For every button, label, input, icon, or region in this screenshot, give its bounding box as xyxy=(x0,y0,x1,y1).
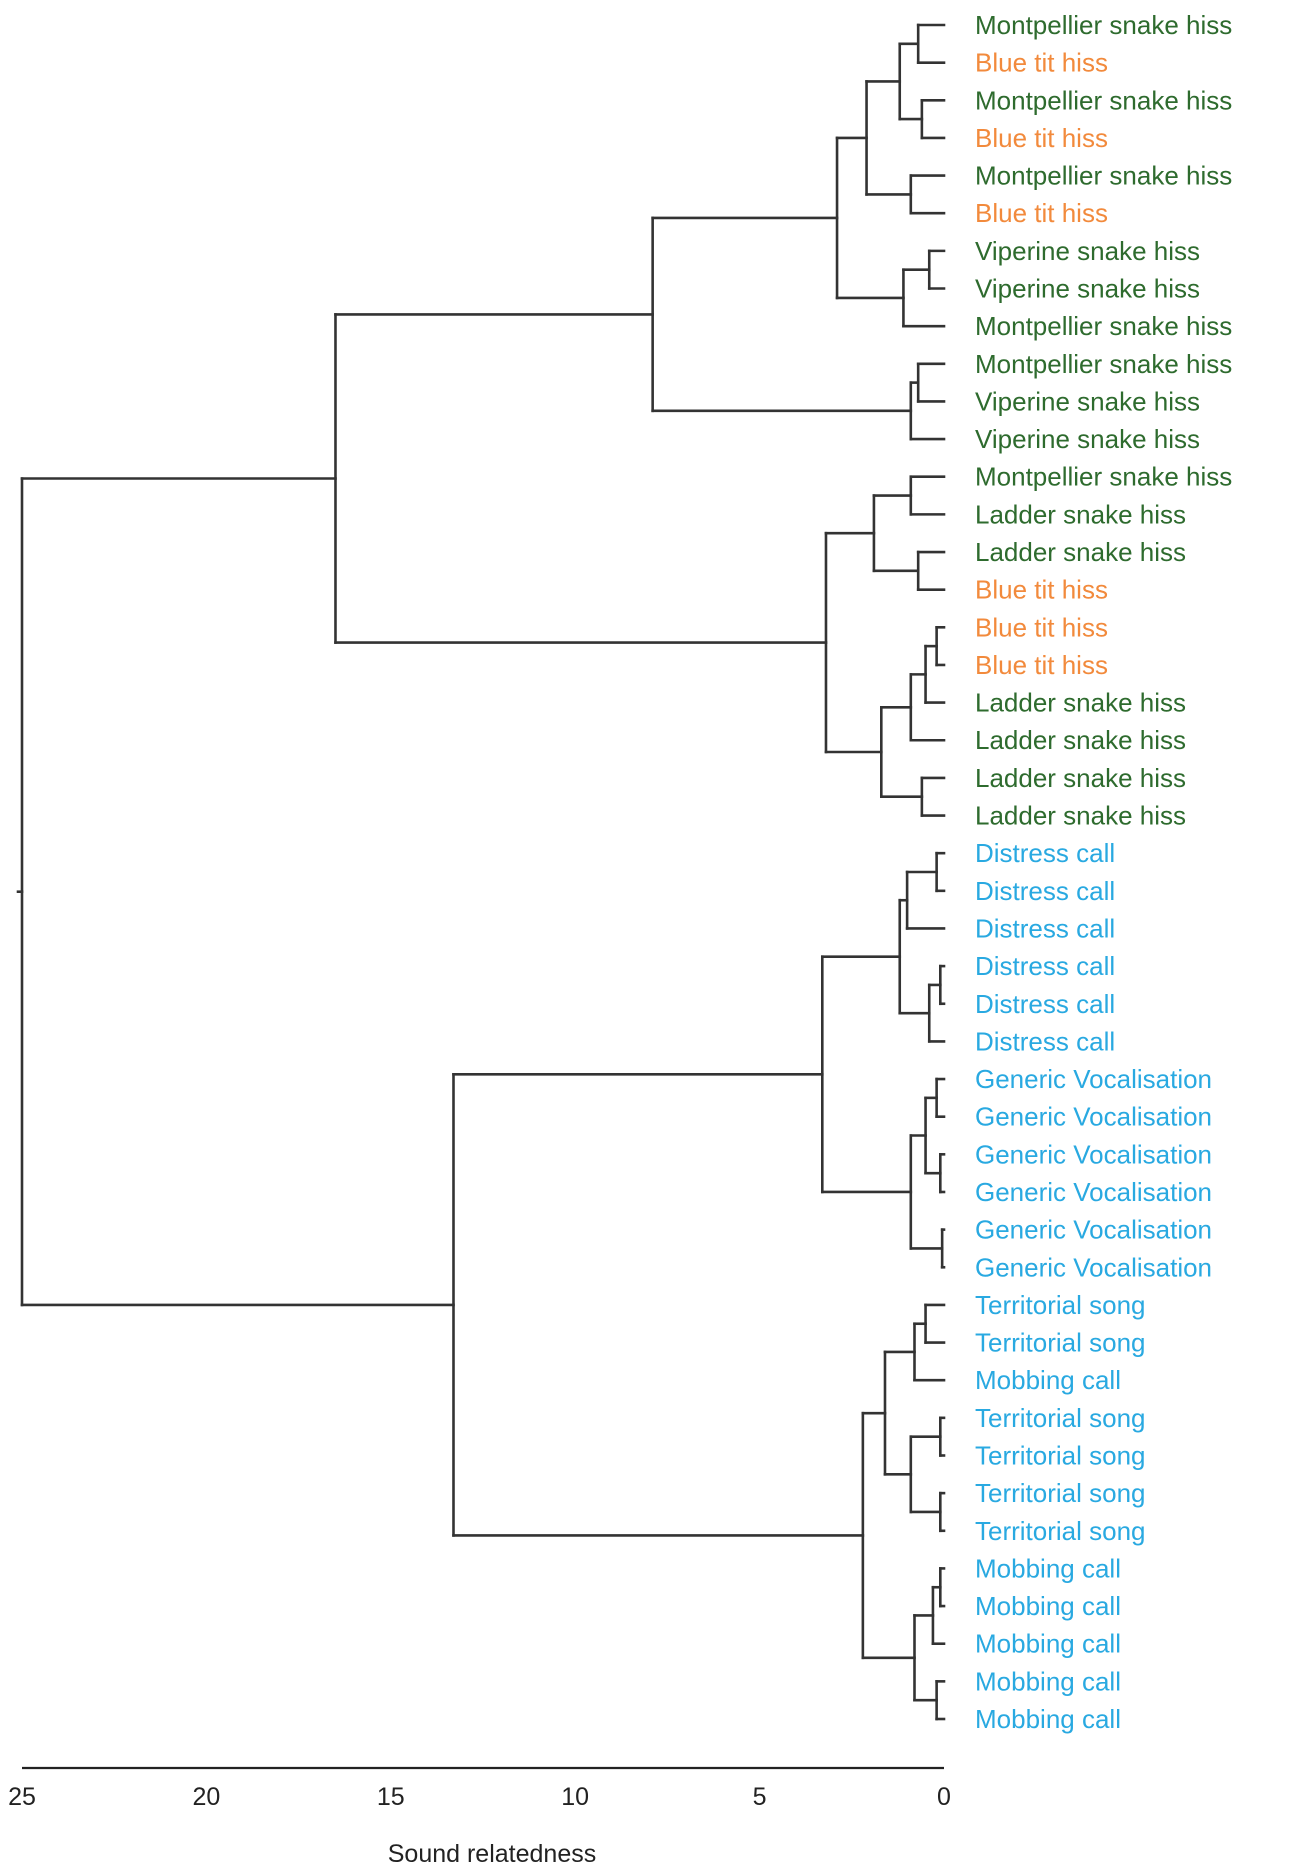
leaf-label: Ladder snake hiss xyxy=(975,801,1186,831)
x-tick-label: 25 xyxy=(8,1783,36,1811)
leaf-label: Viperine snake hiss xyxy=(975,424,1200,454)
leaf-label: Generic Vocalisation xyxy=(975,1252,1212,1282)
leaf-label: Viperine snake hiss xyxy=(975,386,1200,416)
leaf-label: Mobbing call xyxy=(975,1591,1121,1621)
leaf-label: Ladder snake hiss xyxy=(975,499,1186,529)
leaf-label: Distress call xyxy=(975,838,1115,868)
leaf-label: Mobbing call xyxy=(975,1666,1121,1696)
x-axis-title: Sound relatedness xyxy=(388,1840,596,1868)
leaf-label: Blue tit hiss xyxy=(975,612,1108,642)
leaf-label: Territorial song xyxy=(975,1440,1146,1470)
leaf-label: Blue tit hiss xyxy=(975,123,1108,153)
leaf-label: Generic Vocalisation xyxy=(975,1102,1212,1132)
leaf-label: Generic Vocalisation xyxy=(975,1064,1212,1094)
x-axis-tick-labels: 25 20 15 10 5 0 xyxy=(8,1783,951,1811)
leaf-label: Ladder snake hiss xyxy=(975,688,1186,718)
leaf-label: Ladder snake hiss xyxy=(975,763,1186,793)
leaf-label: Territorial song xyxy=(975,1478,1146,1508)
leaf-label: Territorial song xyxy=(975,1516,1146,1546)
leaf-label: Montpellier snake hiss xyxy=(975,462,1232,492)
leaf-label: Generic Vocalisation xyxy=(975,1177,1212,1207)
leaf-label: Ladder snake hiss xyxy=(975,537,1186,567)
leaf-label: Blue tit hiss xyxy=(975,650,1108,680)
leaf-label: Distress call xyxy=(975,913,1115,943)
leaf-label: Montpellier snake hiss xyxy=(975,349,1232,379)
leaf-label: Mobbing call xyxy=(975,1553,1121,1583)
dendrogram-branches xyxy=(16,23,946,1721)
x-tick-label: 15 xyxy=(377,1783,405,1811)
x-tick-label: 10 xyxy=(561,1783,589,1811)
leaf-label: Mobbing call xyxy=(975,1629,1121,1659)
leaf-labels: Montpellier snake hiss Blue tit hiss Montp… xyxy=(975,10,1232,1734)
leaf-label: Mobbing call xyxy=(975,1704,1121,1734)
leaf-label: Generic Vocalisation xyxy=(975,1139,1212,1169)
leaf-label: Distress call xyxy=(975,951,1115,981)
leaf-label: Mobbing call xyxy=(975,1365,1121,1395)
leaf-label: Territorial song xyxy=(975,1290,1146,1320)
x-tick-label: 5 xyxy=(753,1783,767,1811)
leaf-label: Territorial song xyxy=(975,1328,1146,1358)
leaf-label: Blue tit hiss xyxy=(975,198,1108,228)
leaf-label: Montpellier snake hiss xyxy=(975,10,1232,40)
leaf-label: Montpellier snake hiss xyxy=(975,311,1232,341)
leaf-label: Blue tit hiss xyxy=(975,48,1108,78)
leaf-label: Montpellier snake hiss xyxy=(975,85,1232,115)
leaf-label: Generic Vocalisation xyxy=(975,1215,1212,1245)
leaf-label: Distress call xyxy=(975,1026,1115,1056)
leaf-label: Distress call xyxy=(975,876,1115,906)
x-tick-label: 0 xyxy=(937,1783,951,1811)
leaf-label: Distress call xyxy=(975,989,1115,1019)
leaf-label: Territorial song xyxy=(975,1403,1146,1433)
leaf-label: Blue tit hiss xyxy=(975,575,1108,605)
x-tick-label: 20 xyxy=(192,1783,220,1811)
leaf-label: Ladder snake hiss xyxy=(975,725,1186,755)
leaf-label: Montpellier snake hiss xyxy=(975,161,1232,191)
leaf-label: Viperine snake hiss xyxy=(975,274,1200,304)
x-axis: 25 20 15 10 5 0 Sound relatedness xyxy=(8,1766,951,1868)
leaf-label: Viperine snake hiss xyxy=(975,236,1200,266)
